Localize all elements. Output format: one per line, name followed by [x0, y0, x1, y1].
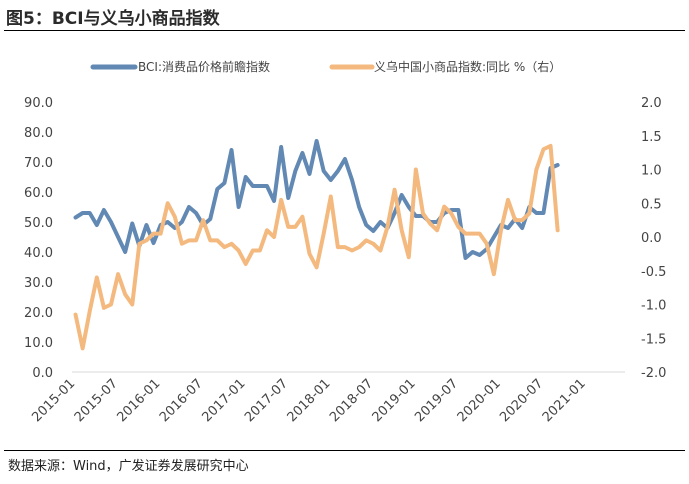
right-tick-label: 1.0 [641, 164, 662, 179]
left-tick-label: 80.0 [24, 126, 53, 141]
right-tick-label: 2.0 [641, 96, 662, 111]
left-tick-label: 70.0 [24, 156, 53, 171]
x-tick-label: 2015-07 [72, 376, 121, 425]
left-tick-label: 30.0 [24, 276, 53, 291]
figure-title: 图5：BCI与义乌小商品指数 [6, 9, 220, 29]
series-line-bci [73, 139, 560, 260]
left-tick-label: 10.0 [24, 336, 53, 351]
x-tick-label: 2017-07 [242, 376, 291, 425]
x-tick-label: 2019-07 [412, 376, 461, 425]
right-tick-label: -0.5 [641, 265, 666, 280]
top-rule [4, 30, 685, 31]
left-tick-label: 40.0 [24, 246, 53, 261]
x-tick-label: 2018-01 [285, 376, 334, 425]
legend-label-bci: BCI:消费品价格前瞻指数 [138, 59, 270, 74]
source-note: 数据来源：Wind，广发证券发展研究中心 [8, 459, 249, 474]
legend-label-yiwu: 义乌中国小商品指数:同比 %（右） [374, 59, 561, 74]
chart: BCI:消费品价格前瞻指数 义乌中国小商品指数:同比 %（右） 0.0 10.0 2… [24, 59, 666, 425]
x-tick-label: 2017-01 [200, 376, 249, 425]
left-axis: 0.0 10.0 20.0 30.0 40.0 50.0 60.0 70.0 80.0 90.0 [24, 96, 53, 381]
x-tick-label: 2020-07 [497, 376, 546, 425]
right-tick-label: 0.5 [641, 197, 662, 212]
x-tick-label: 2015-01 [29, 376, 78, 425]
x-tick-label: 2019-01 [370, 376, 419, 425]
right-tick-label: -1.5 [641, 332, 666, 347]
right-tick-label: -1.0 [641, 299, 666, 314]
left-tick-label: 0.0 [32, 366, 53, 381]
x-axis: 2015-012015-072016-012016-072017-012017-… [29, 376, 588, 425]
left-tick-label: 60.0 [24, 186, 53, 201]
left-tick-label: 50.0 [24, 216, 53, 231]
right-tick-label: -2.0 [641, 366, 666, 381]
right-tick-label: 0.0 [641, 231, 662, 246]
left-tick-label: 90.0 [24, 96, 53, 111]
x-tick-label: 2016-01 [114, 376, 163, 425]
right-tick-label: 1.5 [641, 130, 662, 145]
legend: BCI:消费品价格前瞻指数 义乌中国小商品指数:同比 %（右） [90, 59, 561, 74]
bottom-rule [4, 450, 685, 451]
x-tick-label: 2020-01 [455, 376, 504, 425]
right-axis: -2.0 -1.5 -1.0 -0.5 0.0 0.5 1.0 1.5 2.0 [641, 96, 666, 381]
x-tick-label: 2016-07 [157, 376, 206, 425]
x-tick-label: 2018-07 [327, 376, 376, 425]
left-tick-label: 20.0 [24, 306, 53, 321]
x-tick-label: 2021-01 [540, 376, 589, 425]
series-line-yiwu [73, 143, 560, 351]
